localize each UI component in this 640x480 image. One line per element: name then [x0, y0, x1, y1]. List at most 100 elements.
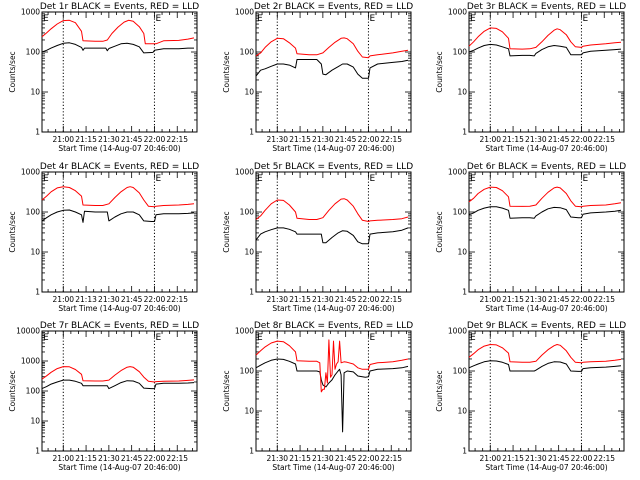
- y-axis-label: Counts/sec: [222, 51, 231, 92]
- x-tick-label: 21:45: [548, 295, 570, 304]
- x-tick-label: 21:30: [266, 454, 288, 463]
- y-tick-label: 10: [30, 88, 40, 97]
- x-tick-label: 21:15: [289, 454, 311, 463]
- marker-e-left: E: [470, 174, 476, 184]
- y-tick-label: 1000: [448, 8, 467, 17]
- y-tick-label: 1: [35, 447, 40, 456]
- series-lld-line: [255, 198, 409, 222]
- y-tick-label: 10: [244, 407, 254, 416]
- y-tick-label: 1000: [21, 8, 40, 17]
- plot-frame: [468, 330, 625, 452]
- panel-7: Det 7r BLACK = Events, RED = LLD 1 10 100 10…: [8, 321, 199, 472]
- y-tick-label: 100: [453, 48, 468, 57]
- x-tick-label: 21:15: [75, 135, 97, 144]
- x-tick-label: 21:30: [266, 135, 288, 144]
- x-axis-label: Start Time (14-Aug-07 20:46:00): [272, 304, 394, 313]
- x-tick-label: 21:00: [479, 295, 501, 304]
- series-lld-line: [41, 366, 195, 383]
- marker-e: E: [369, 333, 375, 343]
- x-axis-label: Start Time (14-Aug-07 20:46:00): [272, 144, 394, 153]
- x-tick-label: 21:15: [75, 454, 97, 463]
- x-tick-label: 21:00: [52, 135, 74, 144]
- series-lld-line: [468, 27, 622, 50]
- plot-frame: [41, 330, 198, 452]
- panel-8: Det 8r BLACK = Events, RED = LLD 1 10 100 10…: [222, 321, 413, 472]
- x-tick-label: 21:13: [75, 295, 97, 304]
- x-tick-label: 22:00: [144, 135, 166, 144]
- series-lld-line: [255, 37, 409, 59]
- y-tick-label: 100: [240, 48, 255, 57]
- panel-title: Det 4r BLACK = Events, RED = LLD: [40, 162, 199, 172]
- y-tick-label: 1: [249, 288, 254, 297]
- panel-title: Det 9r BLACK = Events, RED = LLD: [467, 321, 626, 331]
- y-tick-label: 100: [26, 208, 41, 217]
- y-axis-label: Counts/sec: [222, 370, 231, 411]
- series-lld-line: [468, 186, 622, 208]
- x-tick-label: 21:45: [121, 295, 143, 304]
- panel-5: Det 5r BLACK = Events, RED = LLD 1 10 100 10…: [222, 162, 413, 313]
- y-tick-label: 1000: [21, 168, 40, 177]
- x-tick-label: 21:45: [335, 454, 357, 463]
- y-tick-label: 1: [462, 128, 467, 137]
- x-tick-label: 21:15: [502, 135, 524, 144]
- series-events-line: [255, 227, 409, 245]
- y-tick-label: 1000: [235, 327, 254, 336]
- x-tick-label: 21:30: [312, 454, 334, 463]
- marker-e: E: [369, 174, 375, 184]
- x-tick-label: 22:00: [358, 135, 380, 144]
- x-axis-label: Start Time (14-Aug-07 20:46:00): [272, 463, 394, 472]
- y-tick-label: 10: [244, 88, 254, 97]
- x-tick-label: 21:15: [289, 135, 311, 144]
- y-tick-label: 1: [35, 288, 40, 297]
- y-tick-label: 10: [244, 248, 254, 257]
- x-tick-label: 22:15: [593, 135, 615, 144]
- marker-e: E: [155, 174, 161, 184]
- y-tick-label: 100: [240, 367, 255, 376]
- series-events-line: [468, 360, 622, 372]
- x-tick-label: 21:30: [98, 454, 120, 463]
- x-tick-label: 22:15: [593, 454, 615, 463]
- panel-title: Det 8r BLACK = Events, RED = LLD: [254, 321, 413, 331]
- series-events-line: [41, 42, 194, 54]
- plot-frame: [41, 171, 198, 293]
- y-tick-label: 10: [30, 417, 40, 426]
- y-tick-label: 10000: [16, 327, 40, 336]
- series-events-line: [468, 206, 622, 219]
- x-tick-label: 22:15: [166, 454, 188, 463]
- x-axis-label: Start Time (14-Aug-07 20:46:00): [485, 304, 607, 313]
- x-tick-label: 21:30: [525, 295, 547, 304]
- x-tick-label: 22:00: [571, 454, 593, 463]
- y-tick-label: 1000: [448, 168, 467, 177]
- panel-title: Det 2r BLACK = Events, RED = LLD: [254, 2, 413, 12]
- y-axis-label: Counts/sec: [435, 51, 444, 92]
- y-tick-label: 1000: [448, 327, 467, 336]
- x-tick-label: 21:30: [312, 135, 334, 144]
- x-tick-label: 21:45: [548, 454, 570, 463]
- series-lld-line: [468, 344, 622, 364]
- x-axis-label: Start Time (14-Aug-07 20:46:00): [58, 463, 180, 472]
- x-tick-label: 21:30: [312, 295, 334, 304]
- x-tick-label: 21:00: [479, 135, 501, 144]
- x-tick-label: 22:15: [166, 135, 188, 144]
- x-axis-label: Start Time (14-Aug-07 20:46:00): [58, 304, 180, 313]
- plot-frame: [468, 11, 625, 133]
- marker-e-left: E: [43, 14, 49, 24]
- panel-title: Det 1r BLACK = Events, RED = LLD: [40, 2, 199, 12]
- y-tick-label: 100: [26, 387, 41, 396]
- x-tick-label: 22:00: [358, 454, 380, 463]
- panel-2: Det 2r BLACK = Events, RED = LLD 1 10 100 10…: [222, 2, 413, 153]
- marker-e-left: E: [257, 174, 263, 184]
- x-tick-label: 21:15: [502, 295, 524, 304]
- y-tick-label: 1: [249, 447, 254, 456]
- panel-title: Det 6r BLACK = Events, RED = LLD: [467, 162, 626, 172]
- y-tick-label: 100: [453, 208, 468, 217]
- x-tick-label: 21:15: [502, 454, 524, 463]
- x-axis-label: Start Time (14-Aug-07 20:46:00): [58, 144, 180, 153]
- series-lld-line: [255, 339, 409, 393]
- series-lld-line: [41, 186, 195, 208]
- marker-e: E: [582, 174, 588, 184]
- marker-e: E: [155, 14, 161, 24]
- panel-1: Det 1r BLACK = Events, RED = LLD 1 10 100 10…: [8, 2, 199, 153]
- series-events-line: [41, 209, 195, 223]
